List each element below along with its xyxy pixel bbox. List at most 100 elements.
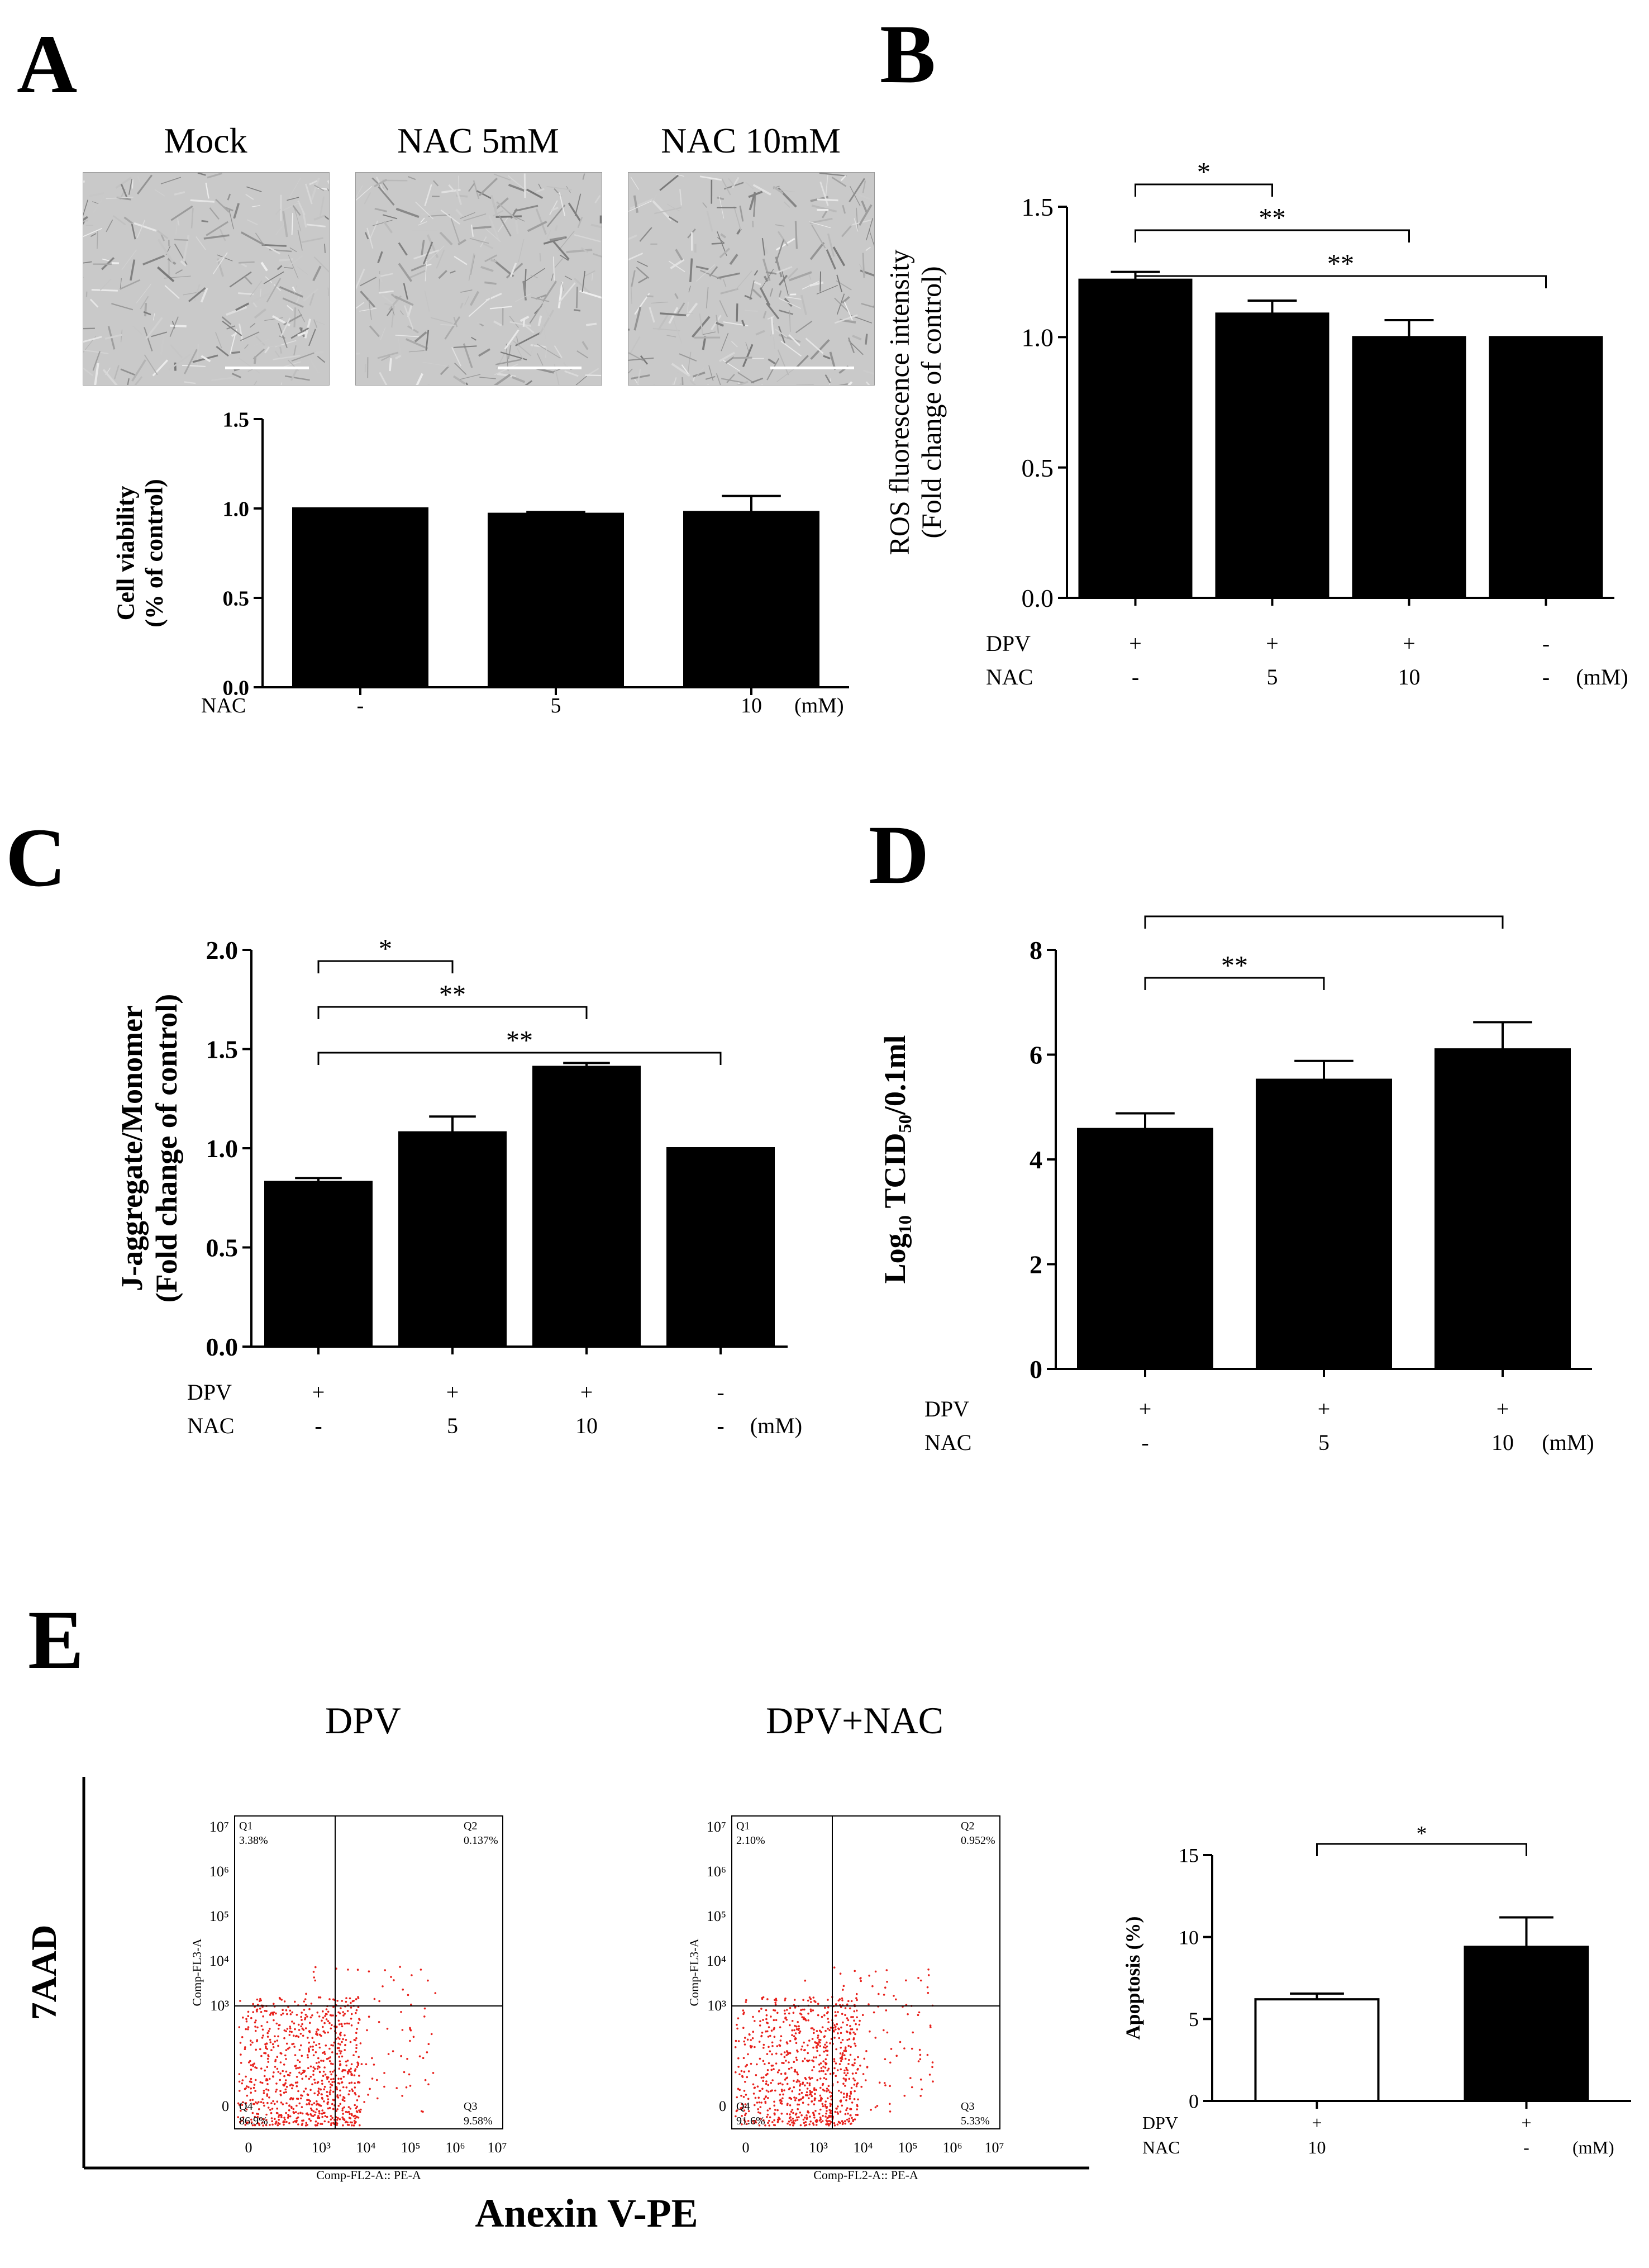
event-dot [264, 2069, 266, 2072]
event-dot [278, 2024, 281, 2026]
event-dot [856, 2105, 859, 2108]
event-dot [746, 2063, 748, 2066]
event-dot [263, 2104, 265, 2107]
significance-label: ** [506, 1026, 533, 1055]
event-dot [317, 2088, 320, 2090]
event-dot [410, 2003, 412, 2006]
event-dot [279, 2061, 282, 2063]
event-dot [342, 2011, 344, 2013]
y-axis-label: (% of control) [140, 479, 168, 627]
event-dot [390, 1976, 392, 1978]
cell-texture [737, 372, 755, 384]
cell-texture [778, 290, 782, 297]
event-dot [297, 2036, 300, 2038]
cell-texture [180, 260, 187, 267]
cell-texture [745, 182, 754, 190]
event-dot [795, 2056, 798, 2059]
event-dot [298, 2048, 301, 2051]
event-dot [302, 2119, 304, 2122]
event-dot [860, 2085, 862, 2088]
event-dot [885, 1969, 888, 1971]
event-dot [265, 2088, 268, 2091]
event-dot [350, 2113, 353, 2115]
event-dot [766, 2109, 769, 2112]
event-dot [299, 2033, 302, 2035]
cell-texture [379, 273, 394, 277]
event-dot [851, 2101, 854, 2104]
event-dot [288, 2034, 291, 2036]
event-dot [813, 2099, 816, 2101]
event-dot [292, 2034, 295, 2037]
event-dot [826, 2041, 828, 2044]
event-dot [765, 2022, 768, 2024]
event-dot [767, 2084, 769, 2086]
event-dot [811, 2095, 813, 2098]
event-dot [784, 2013, 786, 2015]
event-dot [804, 2121, 807, 2123]
event-dot [294, 2120, 297, 2122]
cell-texture [246, 186, 262, 192]
event-dot [376, 2079, 378, 2081]
flow-x-tick-label: 10⁶ [942, 2139, 962, 2156]
event-dot [329, 2093, 331, 2095]
event-dot [274, 2118, 276, 2120]
cell-texture [559, 192, 566, 216]
event-dot [741, 2076, 744, 2078]
cell-texture [290, 368, 298, 381]
event-dot [792, 2012, 795, 2014]
event-dot [313, 1976, 315, 1979]
cell-texture [94, 363, 99, 385]
event-dot [794, 2099, 797, 2101]
event-dot [842, 2096, 845, 2099]
cell-texture [554, 345, 563, 358]
cell-texture [120, 279, 141, 290]
cell-texture [244, 276, 252, 285]
event-dot [870, 2109, 872, 2111]
event-dot [854, 2062, 856, 2065]
event-dot [746, 2123, 748, 2126]
event-dot [788, 2052, 791, 2054]
event-dot [833, 2067, 836, 2070]
event-dot [832, 2027, 835, 2029]
event-dot [798, 2025, 800, 2028]
bar [1215, 312, 1329, 599]
cell-texture [252, 302, 258, 308]
event-dot [838, 2063, 841, 2065]
event-dot [842, 2082, 845, 2085]
event-dot [850, 2086, 853, 2089]
event-dot [770, 2069, 773, 2071]
event-dot [844, 2057, 847, 2060]
event-dot [788, 2088, 790, 2090]
event-dot [843, 2069, 846, 2072]
event-dot [852, 2038, 855, 2041]
event-dot [747, 2120, 750, 2122]
event-dot [282, 2103, 284, 2105]
event-dot [826, 2088, 828, 2090]
event-dot [841, 2013, 843, 2015]
y-tick-label: 1.5 [1022, 193, 1054, 221]
event-dot [830, 2121, 832, 2123]
event-dot [261, 2028, 264, 2031]
cell-texture [668, 307, 679, 324]
event-dot [285, 2030, 287, 2033]
event-dot [286, 2013, 288, 2015]
event-dot [803, 2008, 806, 2011]
event-dot [808, 2059, 811, 2062]
cell-texture [398, 263, 413, 282]
cell-texture [728, 178, 736, 188]
event-dot [265, 2042, 268, 2044]
event-dot [386, 2028, 389, 2030]
event-dot [273, 2011, 275, 2014]
event-dot [250, 2118, 252, 2121]
cell-texture [144, 354, 158, 375]
event-dot [301, 2019, 303, 2021]
cell-texture [493, 173, 511, 181]
event-dot [765, 2018, 768, 2020]
event-dot [317, 2122, 319, 2124]
event-dot [758, 2101, 761, 2104]
event-dot [826, 2050, 829, 2052]
event-dot [918, 2011, 921, 2014]
event-dot [770, 2029, 773, 2032]
row-value: - [1542, 631, 1550, 656]
cell-texture [278, 322, 288, 348]
